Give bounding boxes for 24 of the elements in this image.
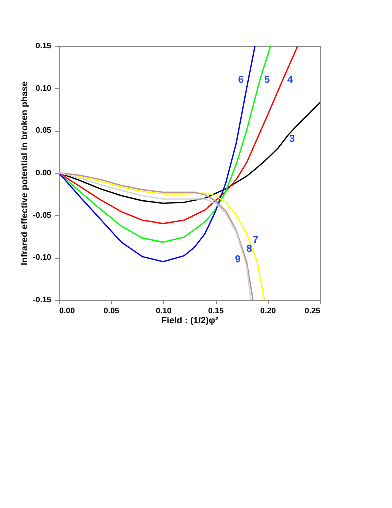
x-tick-label: 0.25 xyxy=(304,306,322,316)
y-tick-label: -0.15 xyxy=(33,296,52,304)
y-tick-label: 0.05 xyxy=(36,126,52,136)
y-tick-label: 0.00 xyxy=(36,168,52,178)
line-series xyxy=(59,46,272,244)
x-axis-title: Field : (1/2)φ² xyxy=(162,316,218,326)
y-tick-label: -0.05 xyxy=(33,210,52,220)
annotation: 4 xyxy=(287,74,294,86)
annotation: 8 xyxy=(246,244,253,256)
annotation: 6 xyxy=(238,74,244,86)
y-tick-label: 0.10 xyxy=(36,84,52,93)
x-tick-label: 0.00 xyxy=(60,306,76,316)
annotation: 7 xyxy=(253,234,260,246)
x-tick-label: 0.10 xyxy=(156,306,172,316)
annotation: 3 xyxy=(290,134,296,146)
annotation: 9 xyxy=(235,254,242,266)
annotation: 5 xyxy=(264,74,270,86)
y-tick-label: 0.15 xyxy=(36,42,52,50)
y-axis-title: Infrared effective potential in broken phase xyxy=(19,81,30,266)
x-tick-label: 0.05 xyxy=(104,306,120,316)
line-series xyxy=(59,46,299,224)
x-tick-label: 0.20 xyxy=(260,306,277,316)
y-tick-label: -0.10 xyxy=(33,253,52,262)
x-tick-label: 0.15 xyxy=(208,306,224,316)
